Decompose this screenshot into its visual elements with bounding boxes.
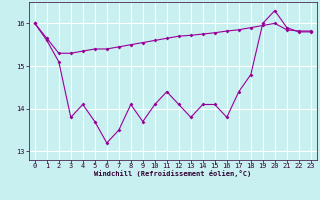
X-axis label: Windchill (Refroidissement éolien,°C): Windchill (Refroidissement éolien,°C) — [94, 170, 252, 177]
